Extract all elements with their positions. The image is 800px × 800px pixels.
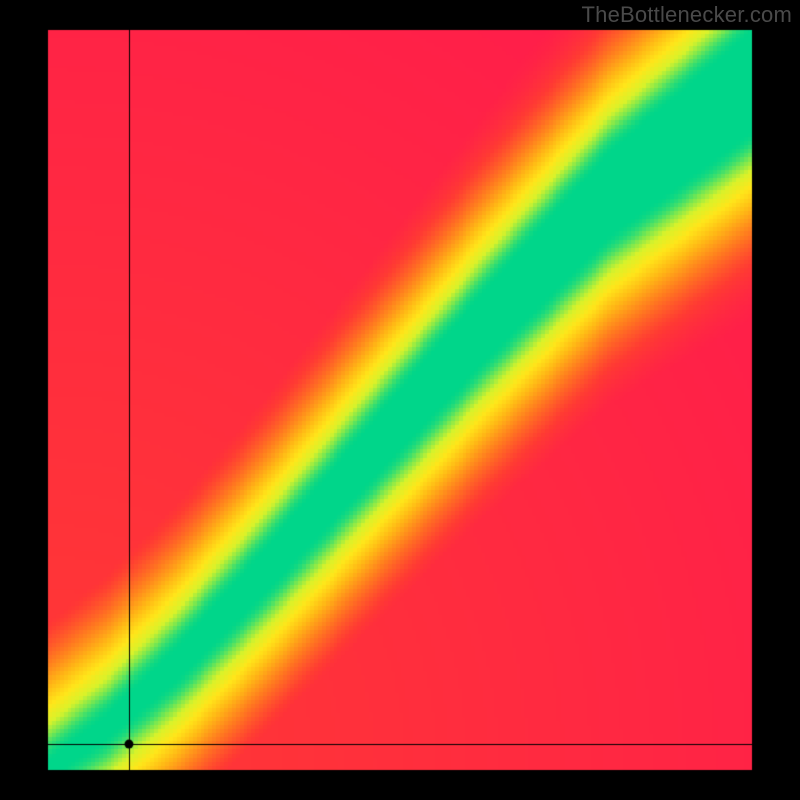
watermark-text: TheBottlenecker.com <box>582 2 792 28</box>
bottleneck-heatmap-canvas <box>0 0 800 800</box>
chart-container: TheBottlenecker.com <box>0 0 800 800</box>
